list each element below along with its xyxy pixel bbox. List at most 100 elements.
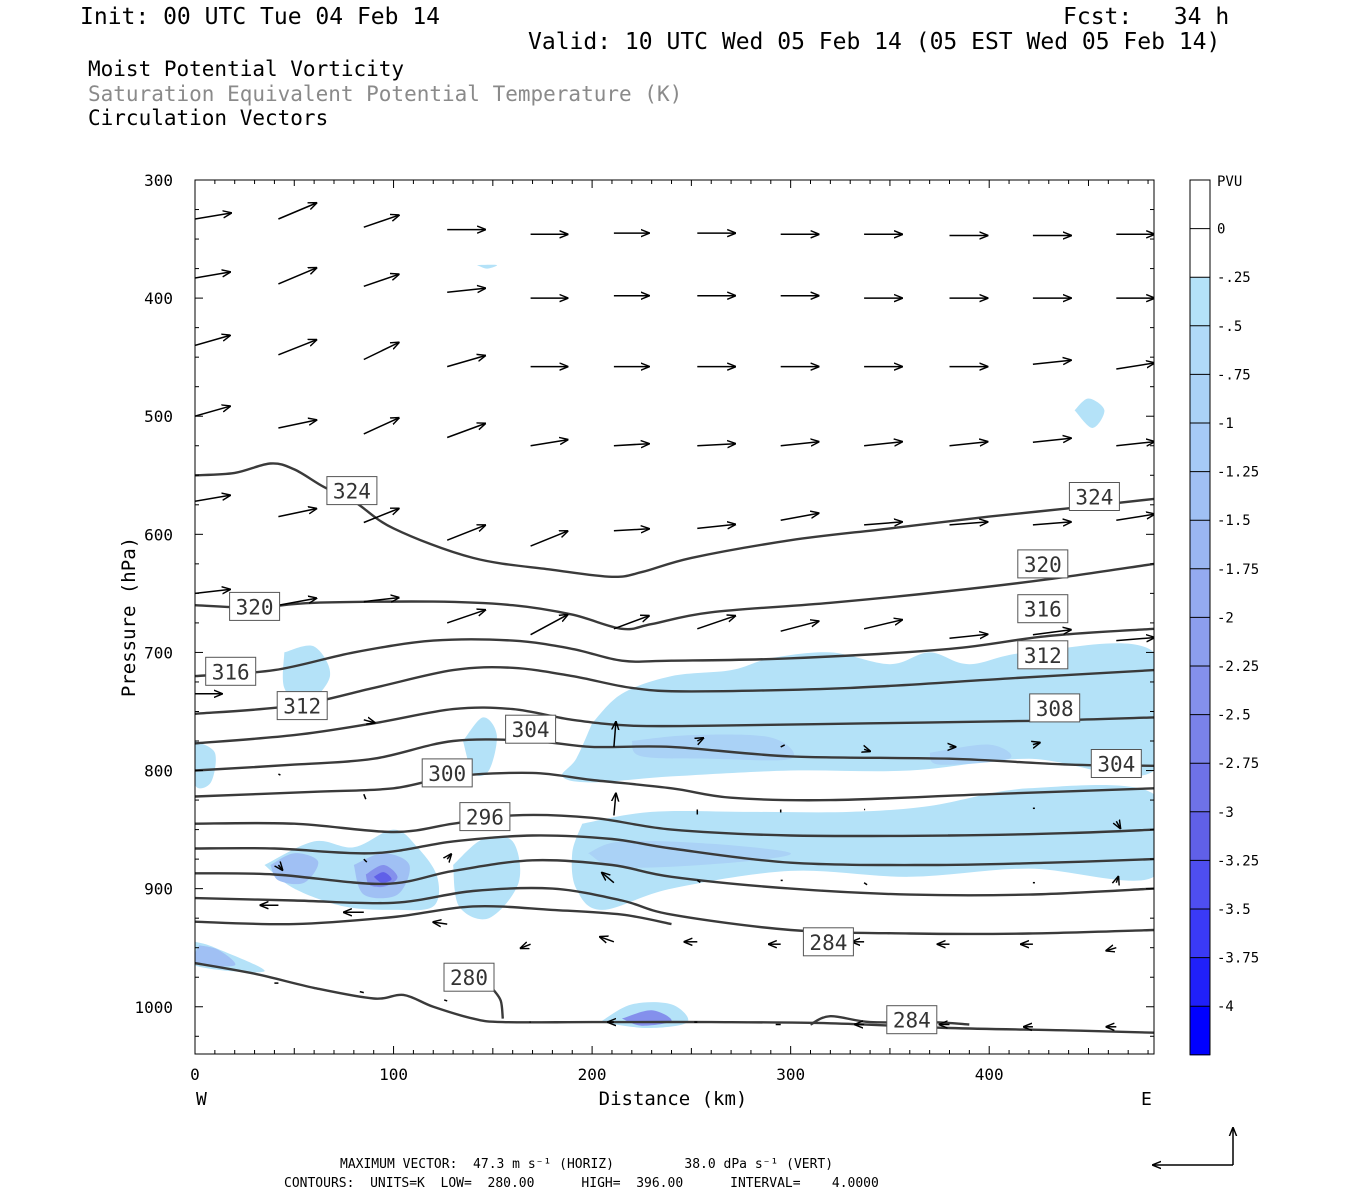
- wind-vector: [1116, 514, 1154, 521]
- theta-contour-292: [195, 834, 1154, 867]
- wind-vector: [195, 272, 230, 279]
- y-tick-label: 400: [144, 289, 173, 308]
- svg-text:320: 320: [236, 595, 274, 619]
- wind-vector: [446, 525, 485, 541]
- theta-contour-304: [195, 738, 1154, 772]
- svg-text:308: 308: [1036, 697, 1074, 721]
- axes: 300 400 500 600 700 800 900 1000 0 100 200 300 400: [134, 171, 1154, 1084]
- colorbar-label: -2: [1217, 610, 1234, 626]
- wind-vector: [195, 495, 230, 503]
- wind-vector: [614, 793, 616, 816]
- wind-vector: [447, 854, 451, 859]
- pv-region-6: [453, 835, 521, 920]
- colorbar-swatch: [1190, 957, 1210, 1007]
- colorbar-label: -1.75: [1217, 562, 1259, 578]
- svg-text:304: 304: [1097, 753, 1135, 777]
- x-axis-label: Distance (km): [599, 1088, 748, 1110]
- wind-vector: [195, 335, 230, 347]
- svg-text:320: 320: [1024, 553, 1062, 577]
- wind-vector: [359, 990, 364, 994]
- colorbar-label: -3.75: [1217, 951, 1259, 967]
- wind-vector: [278, 773, 281, 776]
- wind-vector: [363, 509, 399, 524]
- colorbar-swatch: [1190, 325, 1210, 375]
- wind-vector: [363, 215, 399, 228]
- svg-text:300: 300: [428, 762, 466, 786]
- theta-contour-324: [195, 462, 1154, 579]
- pv-region-19: [373, 872, 392, 883]
- pv-region-1: [571, 784, 1154, 910]
- theta-contour-316: [195, 627, 1154, 678]
- colorbar-label: -.75: [1217, 367, 1251, 383]
- plot-frame: [194, 179, 1155, 1055]
- theta-contour-312: [195, 666, 1154, 715]
- contour-label-316: 316: [205, 656, 257, 686]
- theta-contour-300: [195, 771, 1154, 802]
- colorbar-swatch: [1190, 277, 1210, 327]
- wind-vector: [1116, 442, 1154, 446]
- colorbar-title: PVU: [1217, 174, 1242, 190]
- colorbar-label: -2.25: [1217, 659, 1259, 675]
- y-axis-label: Pressure (hPa): [118, 537, 140, 697]
- wind-vector: [278, 268, 316, 285]
- field-title-pv: Moist Potential Vorticity: [88, 57, 405, 81]
- theta-contour-296: [195, 813, 1154, 838]
- west-label: W: [196, 1089, 207, 1110]
- colorbar-label: 0: [1217, 222, 1225, 238]
- wind-vector: [600, 937, 615, 942]
- y-tick-label: 1000: [134, 998, 173, 1017]
- wind-vector: [195, 406, 230, 417]
- colorbar-label: -1.5: [1217, 513, 1251, 529]
- wind-vector: [1032, 438, 1071, 442]
- wind-vector: [696, 879, 701, 884]
- wind-vector: [613, 616, 649, 630]
- wind-vector: [949, 442, 988, 446]
- wind-vector: [1032, 522, 1071, 525]
- wind-vector: [446, 356, 485, 368]
- theta-contour-308: [195, 706, 1154, 745]
- x-tick-label: 300: [776, 1065, 805, 1084]
- wind-vector: [1116, 877, 1118, 883]
- contour-info-note: CONTOURS: UNITS=K LOW= 280.00 HIGH= 396.…: [284, 1176, 879, 1191]
- pv-region-10: [476, 264, 498, 269]
- svg-text:312: 312: [1024, 644, 1062, 668]
- theta-contour-320: [195, 562, 1154, 631]
- wind-vector: [363, 720, 375, 723]
- svg-text:280: 280: [450, 966, 488, 990]
- theta-es-contours: [195, 462, 1154, 1034]
- theta-contour-280: [195, 904, 672, 926]
- contour-label-280: 280: [443, 962, 495, 992]
- pv-region-9: [1074, 398, 1105, 428]
- wind-vector: [278, 420, 316, 429]
- wind-vector: [1116, 638, 1154, 641]
- svg-text:316: 316: [1024, 598, 1062, 622]
- field-title-theta-es: Saturation Equivalent Potential Temperat…: [88, 82, 683, 106]
- wind-vector: [864, 442, 902, 446]
- y-tick-label: 900: [144, 880, 173, 899]
- init-time: Init: 00 UTC Tue 04 Feb 14: [80, 4, 441, 30]
- wind-vector: [780, 513, 819, 521]
- colorbar: 0 -.25 -.5 -.75 -1 -1.25 -1.5 -1.75 -2 -2.25 -2.5 -…: [1189, 179, 1259, 1056]
- x-tick-label: 100: [379, 1065, 408, 1084]
- contour-label-312: 312: [1017, 640, 1069, 670]
- contour-label-284: 284: [886, 1005, 938, 1035]
- colorbar-label: -3.25: [1217, 853, 1259, 869]
- wind-vector: [195, 589, 230, 593]
- pv-region-16: [195, 945, 236, 967]
- colorbar-swatch: [1190, 763, 1210, 813]
- wind-vector: [446, 424, 485, 439]
- x-tick-label: 0: [190, 1065, 200, 1084]
- wind-vector: [863, 620, 902, 630]
- colorbar-swatch: [1190, 568, 1210, 618]
- wind-vector: [949, 634, 988, 638]
- wind-vector: [614, 722, 616, 747]
- wind-vector: [363, 858, 368, 863]
- wind-vector: [278, 509, 316, 518]
- contour-label-308: 308: [1029, 693, 1081, 723]
- colorbar-swatch: [1190, 228, 1210, 278]
- svg-text:284: 284: [893, 1009, 931, 1033]
- contour-label-324: 324: [326, 476, 378, 506]
- pv-region-4: [195, 741, 216, 789]
- wind-vector: [530, 615, 568, 636]
- wind-vector: [433, 922, 448, 924]
